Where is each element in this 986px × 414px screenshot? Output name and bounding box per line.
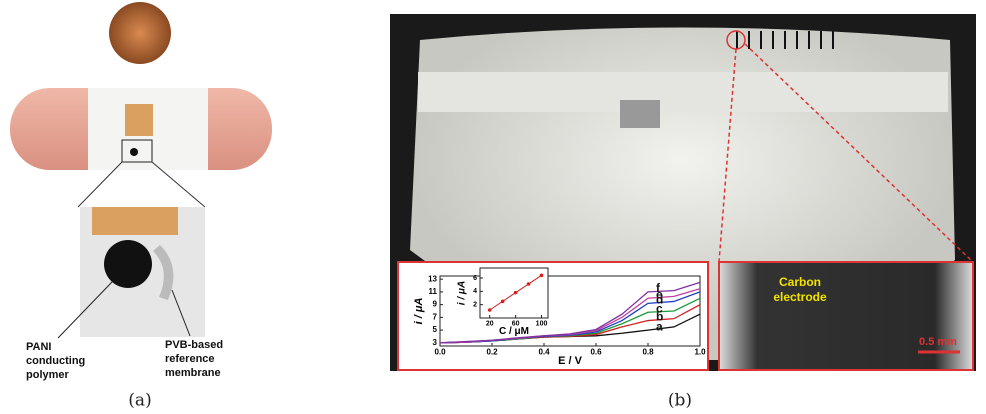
electrode-dot bbox=[130, 148, 138, 156]
caption: (a) bbox=[128, 391, 151, 411]
x-tick-label: 0.6 bbox=[590, 348, 602, 357]
x-tick-label: 20 bbox=[486, 320, 494, 327]
callout: PVB-based bbox=[165, 339, 223, 351]
x-tick-label: 60 bbox=[512, 320, 520, 327]
y-tick-label: 11 bbox=[429, 287, 438, 296]
y-tick-label: 5 bbox=[433, 325, 438, 334]
zoom-line bbox=[151, 161, 206, 208]
curve-label: a bbox=[656, 319, 663, 333]
point bbox=[487, 308, 492, 312]
pointer bbox=[57, 281, 113, 339]
pani-electrode bbox=[104, 240, 152, 288]
y-tick-label: 4 bbox=[473, 288, 477, 295]
penny bbox=[109, 2, 171, 64]
x-tick-label: 0.8 bbox=[642, 348, 654, 357]
zoom-strip bbox=[92, 207, 178, 235]
x-tick-label: 1.0 bbox=[694, 348, 706, 357]
tag bbox=[620, 100, 660, 128]
callout: membrane bbox=[165, 367, 221, 379]
y-axis-label: i / μA bbox=[456, 281, 467, 305]
curve-label: f bbox=[656, 281, 661, 295]
point bbox=[500, 299, 505, 304]
caption: (b) bbox=[668, 391, 692, 411]
electrode-array bbox=[736, 31, 834, 49]
y-tick-label: 3 bbox=[433, 338, 438, 347]
point bbox=[539, 273, 544, 278]
curve-label: e bbox=[656, 287, 663, 301]
zoom-box bbox=[121, 139, 153, 163]
y-tick-label: 13 bbox=[428, 274, 437, 283]
y-tick-label: 7 bbox=[433, 312, 438, 321]
callout: polymer bbox=[26, 369, 70, 381]
y-axis-label: i / μA bbox=[413, 298, 425, 325]
zoom-line bbox=[77, 161, 123, 208]
pointer bbox=[171, 289, 191, 337]
pvb-membrane bbox=[153, 245, 174, 300]
point bbox=[526, 282, 531, 286]
y-tick-label: 2 bbox=[473, 302, 477, 309]
sensor-strip bbox=[125, 104, 153, 136]
curve-label: b bbox=[656, 310, 663, 324]
x-axis-label: E / V bbox=[558, 355, 583, 367]
y-tick-label: 9 bbox=[433, 300, 438, 309]
x-tick-label: 100 bbox=[536, 320, 548, 327]
micrograph bbox=[718, 261, 974, 371]
zoom-line bbox=[744, 43, 974, 263]
callout: conducting bbox=[26, 355, 85, 367]
curve-label: c bbox=[656, 301, 663, 315]
point bbox=[513, 290, 518, 295]
electrode-label: electrode bbox=[773, 290, 827, 304]
callout: PANI bbox=[26, 341, 51, 353]
callout: reference bbox=[165, 353, 215, 365]
scale-bar-label: 0.5 mm bbox=[919, 336, 957, 348]
x-axis-label: C / μM bbox=[499, 326, 529, 337]
curve bbox=[439, 281, 701, 344]
x-tick-label: 0.4 bbox=[538, 348, 550, 357]
x-tick-label: 0.2 bbox=[486, 348, 498, 357]
curve-label: d bbox=[656, 293, 663, 307]
zoom-line bbox=[718, 48, 737, 263]
waistband bbox=[418, 72, 948, 112]
y-tick-label: 6 bbox=[473, 275, 477, 282]
electrode-label: Carbon bbox=[779, 275, 821, 289]
x-tick-label: 0.0 bbox=[434, 348, 446, 357]
